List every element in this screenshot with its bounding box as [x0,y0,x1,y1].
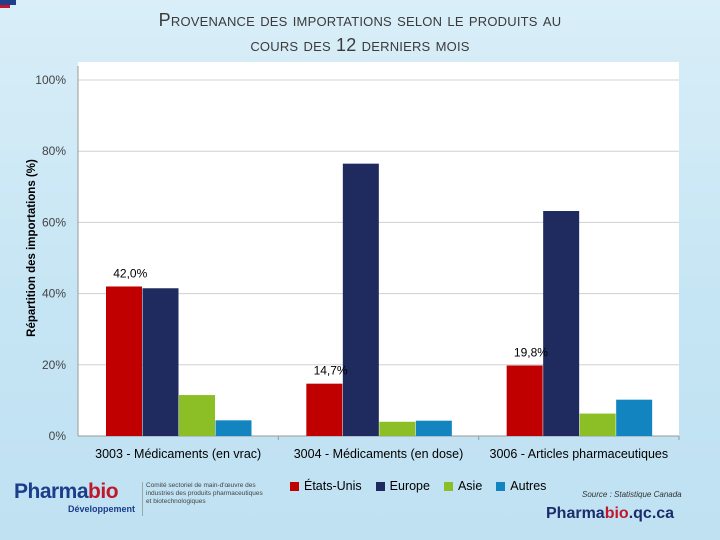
title-line-1: Provenance des importations selon le pro… [158,10,562,30]
legend-label: États-Unis [304,479,362,493]
bar [306,383,343,436]
bar [215,420,252,436]
bar [579,413,616,436]
bar [379,421,416,436]
data-label: 19,8% [514,346,548,360]
legend: États-Unis Europe Asie Autres [290,479,546,493]
legend-item: Europe [375,479,430,493]
logo-description: Comité sectoriel de main-d'œuvre des ind… [146,482,263,505]
pharmabio-logo: Pharmabio Développement Comité sectoriel… [14,478,264,520]
data-label: 14,7% [314,364,348,378]
legend-item: États-Unis [290,479,362,493]
y-tick-label: 80% [42,144,66,158]
y-axis-title: Répartition des importations (%) [26,159,38,337]
bar [179,395,215,436]
legend-label: Autres [510,479,547,493]
site-domain: .qc.ca [628,505,675,522]
site-pharma: Pharma [546,505,605,522]
legend-label: Europe [389,479,430,493]
corner-accent-red [0,5,10,8]
data-label: 42,0% [113,266,147,280]
y-tick-label: 60% [42,215,66,229]
legend-swatch [375,481,385,491]
legend-swatch [290,481,299,491]
legend-swatch [496,481,506,491]
logo-brand-bio: bio [88,480,119,503]
category-label: 3004 - Médicaments (en dose) [294,447,464,461]
y-tick-label: 20% [42,358,66,372]
logo-subtitle: Développement [68,504,136,514]
corner-accent-blue [0,0,16,5]
bar [106,286,142,436]
category-label: 3006 - Articles pharmaceutiques [490,447,669,461]
logo-wordmark: Pharmabio [14,480,119,504]
y-tick-label: 40% [42,287,66,301]
title-line-2: cours des 12 derniers mois [250,35,470,55]
legend-item: Asie [443,479,483,493]
y-tick-label: 100% [35,73,66,87]
slide-title: Provenance des importations selon le pro… [40,8,680,58]
website-link[interactable]: Pharmabio.qc.ca [546,505,674,523]
legend-label: Asie [457,479,483,493]
logo-divider [142,482,143,516]
bar [543,211,580,436]
bar [506,365,543,436]
site-bio: bio [604,505,629,522]
source-note: Source : Statistique Canada [582,490,682,499]
y-tick-label: 0% [49,429,67,443]
logo-brand-pharma: Pharma [14,480,89,503]
legend-item: Autres [496,479,546,493]
category-label: 3003 - Médicaments (en vrac) [95,447,261,461]
legend-swatch [443,481,453,491]
bar [616,399,653,436]
bar [415,420,452,436]
bar [142,288,179,436]
bar [342,163,379,436]
